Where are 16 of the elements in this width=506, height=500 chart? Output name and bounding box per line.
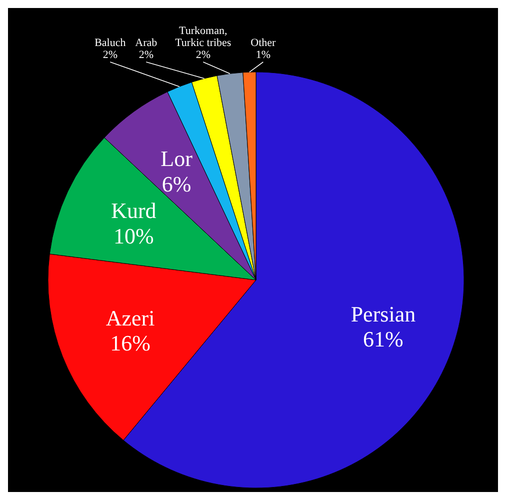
data-label: 1% [256, 49, 270, 61]
slice-label: Azeri [106, 305, 155, 330]
data-label: 6% [162, 172, 192, 197]
data-label: 10% [114, 223, 154, 248]
data-label: 16% [110, 330, 150, 356]
data-label: 2% [196, 49, 210, 61]
slice-label: Arab [135, 37, 158, 49]
data-label: 2% [102, 49, 118, 61]
slice-label: Lor [160, 146, 194, 172]
slice-label: Persian [350, 301, 416, 326]
slice-label: Turkoman, Turkic tribes [175, 25, 232, 49]
slice-label: Kurd [111, 198, 156, 224]
data-label: 61% [363, 326, 404, 352]
data-label: 2% [138, 49, 154, 61]
slice-label: Other [250, 37, 276, 49]
slice-label: Baluch [94, 37, 126, 49]
